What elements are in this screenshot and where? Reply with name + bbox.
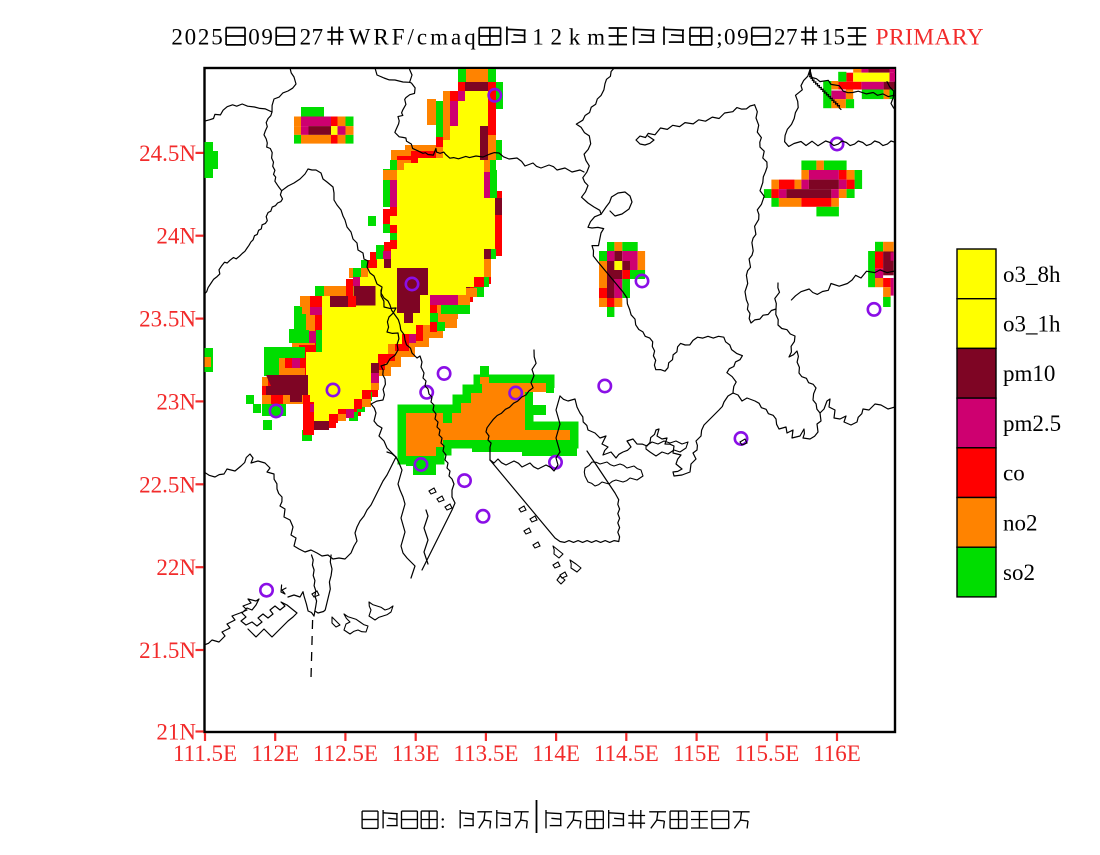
svg-text:;: ; bbox=[716, 25, 722, 50]
svg-text:113.5E: 113.5E bbox=[453, 741, 518, 766]
svg-text:09: 09 bbox=[248, 25, 273, 50]
svg-text:27: 27 bbox=[300, 25, 324, 50]
svg-text:so2: so2 bbox=[1003, 560, 1035, 585]
svg-text:o3_8h: o3_8h bbox=[1003, 262, 1061, 287]
svg-text:no2: no2 bbox=[1003, 510, 1038, 535]
svg-text:24N: 24N bbox=[156, 224, 196, 249]
svg-text:pm10: pm10 bbox=[1003, 361, 1055, 386]
svg-text:PRIMARY: PRIMARY bbox=[876, 25, 984, 51]
svg-text:27: 27 bbox=[774, 25, 798, 50]
svg-text:111.5E: 111.5E bbox=[173, 741, 237, 766]
svg-text:114E: 114E bbox=[532, 741, 580, 766]
svg-text:22.5N: 22.5N bbox=[139, 472, 196, 497]
svg-text:WRF/cmaq: WRF/cmaq bbox=[349, 25, 477, 50]
svg-text:112E: 112E bbox=[251, 741, 299, 766]
svg-text:co: co bbox=[1003, 461, 1025, 486]
svg-text:2025: 2025 bbox=[171, 25, 222, 50]
svg-text:15: 15 bbox=[822, 25, 846, 50]
svg-text:23N: 23N bbox=[156, 389, 196, 414]
svg-text:21N: 21N bbox=[156, 720, 196, 745]
svg-text::: : bbox=[440, 811, 446, 833]
svg-text:115.5E: 115.5E bbox=[734, 741, 799, 766]
svg-text:112.5E: 112.5E bbox=[313, 741, 378, 766]
svg-text:113E: 113E bbox=[392, 741, 440, 766]
svg-text:o3_1h: o3_1h bbox=[1003, 312, 1061, 337]
svg-text:24.5N: 24.5N bbox=[139, 141, 196, 166]
svg-text:115E: 115E bbox=[673, 741, 721, 766]
svg-text:22N: 22N bbox=[156, 555, 196, 580]
svg-text:114.5E: 114.5E bbox=[594, 741, 659, 766]
svg-text:pm2.5: pm2.5 bbox=[1003, 411, 1061, 436]
svg-text:21.5N: 21.5N bbox=[139, 638, 196, 663]
svg-text:12km: 12km bbox=[532, 25, 605, 50]
svg-text:116E: 116E bbox=[813, 741, 861, 766]
svg-text:23.5N: 23.5N bbox=[139, 307, 196, 332]
svg-text:09: 09 bbox=[724, 25, 749, 50]
